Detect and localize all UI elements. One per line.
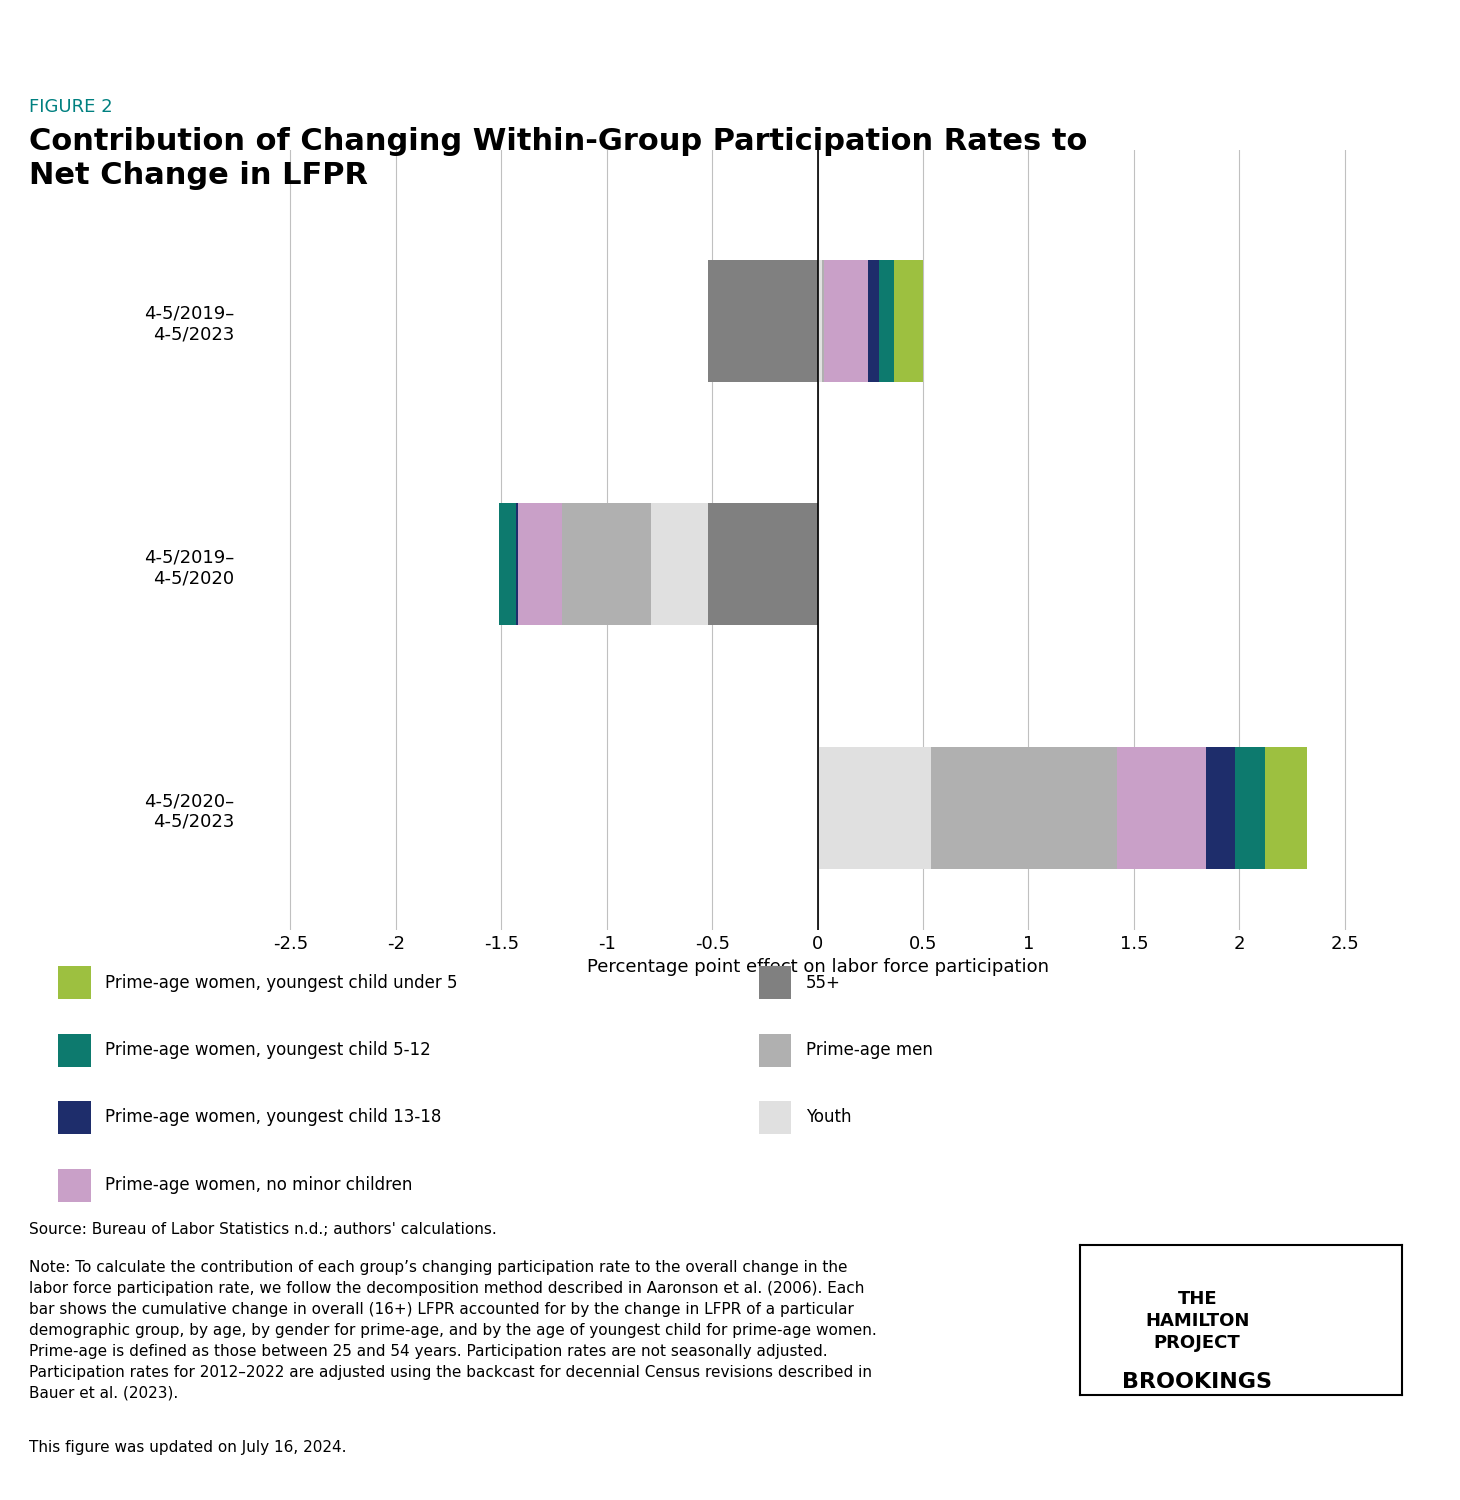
Bar: [518, 504, 562, 626]
Text: Note: To calculate the contribution of each group’s changing participation rate : Note: To calculate the contribution of e…: [29, 1260, 877, 1401]
Bar: [931, 747, 1117, 868]
Bar: [562, 504, 651, 626]
Bar: [818, 747, 931, 868]
Text: Prime-age men: Prime-age men: [806, 1041, 933, 1059]
Bar: [708, 260, 818, 381]
Bar: [1117, 747, 1206, 868]
Text: FIGURE 2: FIGURE 2: [29, 98, 112, 116]
Text: BROOKINGS: BROOKINGS: [1123, 1372, 1272, 1392]
Bar: [818, 260, 822, 381]
Bar: [499, 504, 515, 626]
Text: Prime-age women, youngest child under 5: Prime-age women, youngest child under 5: [105, 974, 457, 992]
Text: Youth: Youth: [806, 1108, 851, 1126]
Bar: [708, 504, 818, 626]
Bar: [1264, 747, 1307, 868]
Text: THE
HAMILTON
PROJECT: THE HAMILTON PROJECT: [1145, 1290, 1250, 1353]
Bar: [869, 260, 879, 381]
Bar: [1235, 747, 1264, 868]
Bar: [894, 260, 923, 381]
Text: Source: Bureau of Labor Statistics n.d.; authors' calculations.: Source: Bureau of Labor Statistics n.d.;…: [29, 1222, 496, 1238]
Bar: [651, 504, 708, 626]
Text: Prime-age women, youngest child 13-18: Prime-age women, youngest child 13-18: [105, 1108, 441, 1126]
Bar: [515, 504, 518, 626]
Bar: [1206, 747, 1235, 868]
X-axis label: Percentage point effect on labor force participation: Percentage point effect on labor force p…: [587, 958, 1048, 976]
Bar: [822, 260, 823, 381]
Text: Prime-age women, youngest child 5-12: Prime-age women, youngest child 5-12: [105, 1041, 431, 1059]
Bar: [879, 260, 894, 381]
Text: 55+: 55+: [806, 974, 841, 992]
Bar: [823, 260, 869, 381]
Text: Prime-age women, no minor children: Prime-age women, no minor children: [105, 1176, 413, 1194]
Text: Contribution of Changing Within-Group Participation Rates to
Net Change in LFPR: Contribution of Changing Within-Group Pa…: [29, 128, 1088, 190]
Text: This figure was updated on July 16, 2024.: This figure was updated on July 16, 2024…: [29, 1440, 346, 1455]
